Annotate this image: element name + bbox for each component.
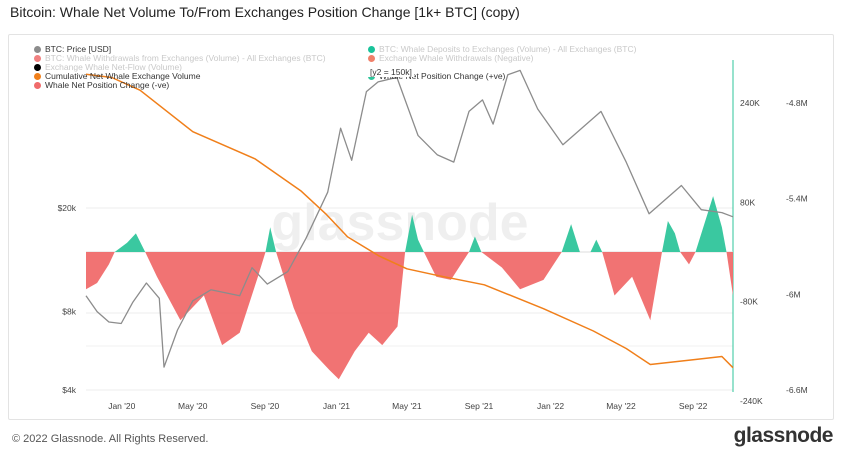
legend-label: BTC: Whale Deposits to Exchanges (Volume…	[379, 44, 637, 54]
legend-label: Whale Net Position Change (+ve)	[379, 71, 506, 81]
series-line-cumulative	[85, 73, 734, 369]
legend-label: Whale Net Position Change (-ve)	[45, 80, 170, 90]
x-tick-label: Sep '20	[251, 401, 280, 411]
y-right-inner-tick-label: -240K	[740, 396, 763, 406]
brand-logo: glassnode	[733, 424, 834, 447]
legend-label: Exchange Whale Net-Flow (Volume)	[45, 62, 183, 72]
series-line-price	[85, 69, 734, 368]
y-left-tick-label: $4k	[62, 385, 76, 395]
x-tick-label: Sep '21	[465, 401, 494, 411]
legend-swatch	[368, 54, 375, 62]
legend-label: BTC: Whale Withdrawals from Exchanges (V…	[45, 53, 326, 63]
legend-label: Cumulative Net Whale Exchange Volume	[45, 71, 201, 81]
legend-item[interactable]: BTC: Whale Withdrawals from Exchanges (V…	[34, 53, 326, 63]
x-tick-label: May '22	[606, 401, 636, 411]
legend-item[interactable]: BTC: Price [USD]	[34, 44, 111, 54]
x-tick-label: May '21	[392, 401, 422, 411]
chart-card	[8, 34, 834, 420]
y2-annotation: [y2 = 150k]	[368, 67, 414, 77]
legend-item[interactable]: Exchange Whale Net-Flow (Volume)	[34, 62, 182, 72]
y-left-tick-label: $20k	[58, 203, 77, 213]
legend-swatch	[34, 72, 41, 80]
legend-item[interactable]: Exchange Whale Withdrawals (Negative)	[368, 53, 533, 63]
y-right-inner-tick-label: 240K	[740, 98, 760, 108]
legend-item[interactable]: BTC: Whale Deposits to Exchanges (Volume…	[368, 44, 636, 54]
series-area-negative	[86, 252, 733, 380]
x-tick-label: Jan '22	[537, 401, 564, 411]
negative-area-series	[86, 252, 733, 380]
chart-title: Bitcoin: Whale Net Volume To/From Exchan…	[10, 4, 520, 20]
legend-label: BTC: Price [USD]	[45, 44, 112, 54]
legend-swatch	[368, 45, 375, 53]
legend-label: Exchange Whale Withdrawals (Negative)	[379, 53, 534, 63]
watermark: glassnode	[271, 194, 528, 252]
x-tick-label: May '20	[178, 401, 208, 411]
y-right-inner-tick-label: 80K	[740, 197, 755, 207]
legend-swatch	[34, 54, 41, 62]
x-tick-label: Jan '21	[323, 401, 350, 411]
legend-item[interactable]: Whale Net Position Change (-ve)	[34, 80, 169, 90]
y-left-tick-label: $8k	[62, 307, 76, 317]
legend-swatch	[34, 81, 41, 89]
series-area-positive	[114, 196, 727, 252]
x-tick-label: Sep '22	[679, 401, 708, 411]
y-right-outer-tick-label: -6.6M	[786, 385, 808, 395]
legend-swatch	[34, 45, 41, 53]
y-right-outer-tick-label: -5.4M	[786, 194, 808, 204]
copyright-notice: © 2022 Glassnode. All Rights Reserved.	[12, 433, 209, 445]
axes: Jan '20 May '20 Sep '20 Jan '21 May '21 Sep '…	[58, 98, 808, 411]
legend-item[interactable]: Cumulative Net Whale Exchange Volume	[34, 71, 200, 81]
y-right-outer-tick-label: -4.8M	[786, 98, 808, 108]
legend-swatch	[34, 63, 41, 71]
x-tick-label: Jan '20	[108, 401, 135, 411]
line-series	[85, 69, 734, 369]
y-right-inner-tick-label: -80K	[740, 297, 758, 307]
positive-area-series	[114, 196, 727, 252]
y-right-outer-tick-label: -6M	[786, 289, 801, 299]
